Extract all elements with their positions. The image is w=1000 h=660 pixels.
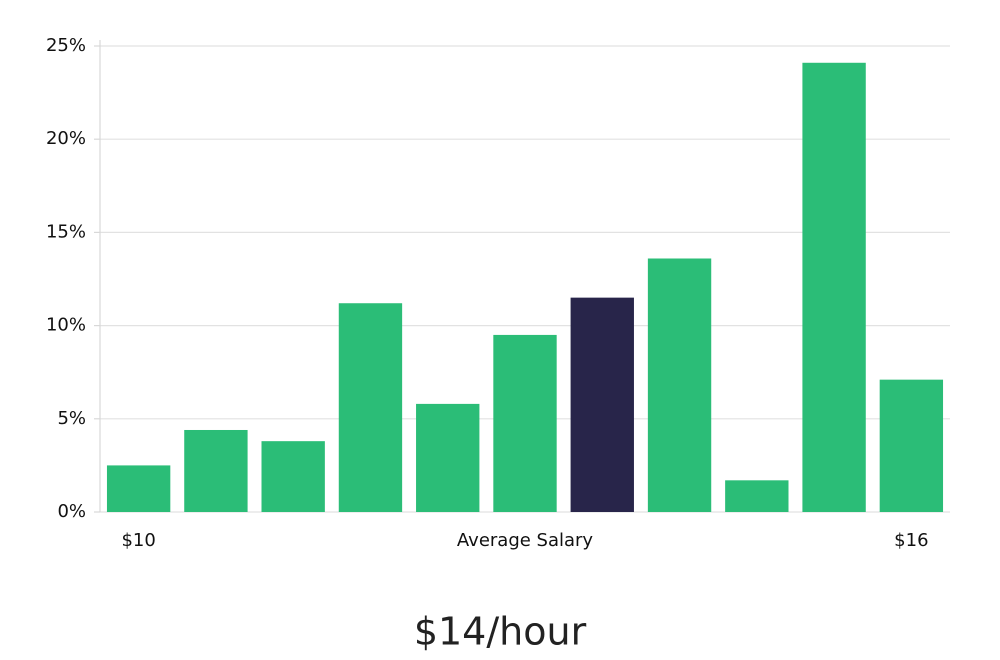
x-tick-label: $16 xyxy=(894,530,928,551)
y-tick-label: 0% xyxy=(57,501,86,522)
bar xyxy=(493,334,557,512)
salary-value: $14/hour xyxy=(414,610,587,654)
bar xyxy=(416,403,480,512)
y-tick-label: 10% xyxy=(46,315,86,336)
y-tick-label: 25% xyxy=(46,35,86,56)
bar xyxy=(261,441,325,512)
bar xyxy=(802,62,866,512)
x-tick-label: $10 xyxy=(121,530,155,551)
bar xyxy=(184,429,248,512)
bar xyxy=(647,258,712,512)
bar xyxy=(725,480,789,512)
x-axis-label: Average Salary xyxy=(457,530,594,551)
bar xyxy=(570,297,634,512)
y-tick-label: 15% xyxy=(46,221,86,242)
bar xyxy=(338,303,403,512)
bar xyxy=(106,465,171,512)
bar xyxy=(879,379,944,512)
y-tick-label: 20% xyxy=(46,128,86,149)
y-tick-label: 5% xyxy=(57,408,86,429)
